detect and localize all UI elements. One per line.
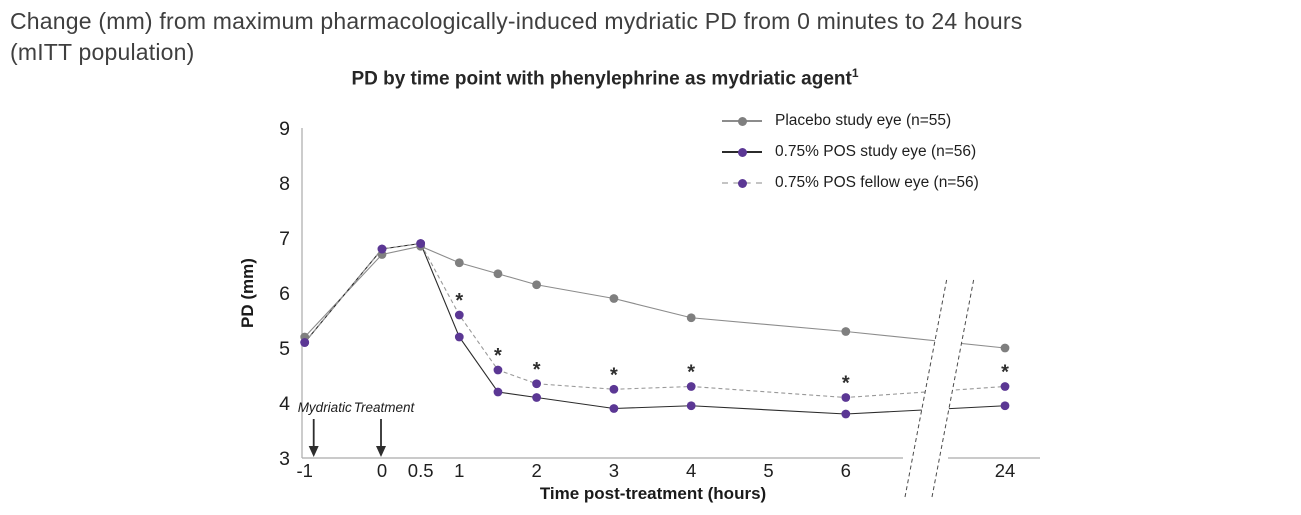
legend-marker-line-dot-icon bbox=[722, 116, 762, 126]
svg-text:0: 0 bbox=[377, 460, 387, 481]
legend-marker-line-dot-icon bbox=[722, 178, 762, 188]
chart-title-text: PD by time point with phenylephrine as m… bbox=[351, 68, 852, 90]
chart-legend: Placebo study eye (n=55) 0.75% POS study… bbox=[722, 112, 979, 205]
svg-text:*: * bbox=[842, 373, 850, 395]
svg-text:5: 5 bbox=[279, 338, 290, 360]
svg-text:4: 4 bbox=[686, 460, 696, 481]
legend-item-pos-study-eye: 0.75% POS study eye (n=56) bbox=[722, 143, 979, 161]
svg-text:Time post-treatment (hours): Time post-treatment (hours) bbox=[540, 484, 766, 503]
legend-item-pos-fellow-eye: 0.75% POS fellow eye (n=56) bbox=[722, 174, 979, 192]
svg-text:3: 3 bbox=[279, 448, 290, 470]
svg-text:*: * bbox=[1001, 362, 1009, 384]
legend-label: 0.75% POS study eye (n=56) bbox=[775, 143, 977, 160]
svg-text:5: 5 bbox=[763, 460, 773, 481]
svg-text:Mydriatic: Mydriatic bbox=[298, 400, 352, 415]
svg-text:*: * bbox=[533, 359, 541, 381]
svg-text:1: 1 bbox=[454, 460, 464, 481]
svg-text:8: 8 bbox=[279, 173, 290, 195]
svg-text:*: * bbox=[455, 290, 463, 312]
svg-text:0.5: 0.5 bbox=[408, 460, 434, 481]
legend-label: 0.75% POS fellow eye (n=56) bbox=[775, 174, 979, 191]
svg-text:9: 9 bbox=[279, 118, 290, 140]
svg-text:*: * bbox=[610, 364, 618, 386]
svg-text:24: 24 bbox=[995, 460, 1016, 481]
svg-text:-1: -1 bbox=[296, 460, 312, 481]
chart-title: PD by time point with phenylephrine as m… bbox=[250, 66, 960, 90]
svg-text:4: 4 bbox=[279, 393, 290, 415]
figure-caption: Change (mm) from maximum pharmacological… bbox=[10, 6, 1022, 68]
svg-text:6: 6 bbox=[279, 283, 290, 305]
chart-title-footnote-marker: 1 bbox=[851, 66, 859, 80]
svg-text:*: * bbox=[687, 362, 695, 384]
svg-text:*: * bbox=[494, 345, 502, 367]
svg-text:Treatment: Treatment bbox=[354, 400, 416, 415]
legend-marker-line-dot-icon bbox=[722, 147, 762, 157]
svg-text:3: 3 bbox=[609, 460, 619, 481]
svg-text:2: 2 bbox=[531, 460, 541, 481]
svg-text:PD (mm): PD (mm) bbox=[238, 258, 257, 328]
caption-line-2: (mITT population) bbox=[10, 39, 195, 65]
svg-text:6: 6 bbox=[841, 460, 851, 481]
caption-line-1: Change (mm) from maximum pharmacological… bbox=[10, 8, 1023, 34]
svg-text:7: 7 bbox=[279, 228, 290, 250]
legend-item-placebo-study-eye: Placebo study eye (n=55) bbox=[722, 112, 979, 130]
legend-label: Placebo study eye (n=55) bbox=[775, 112, 952, 129]
